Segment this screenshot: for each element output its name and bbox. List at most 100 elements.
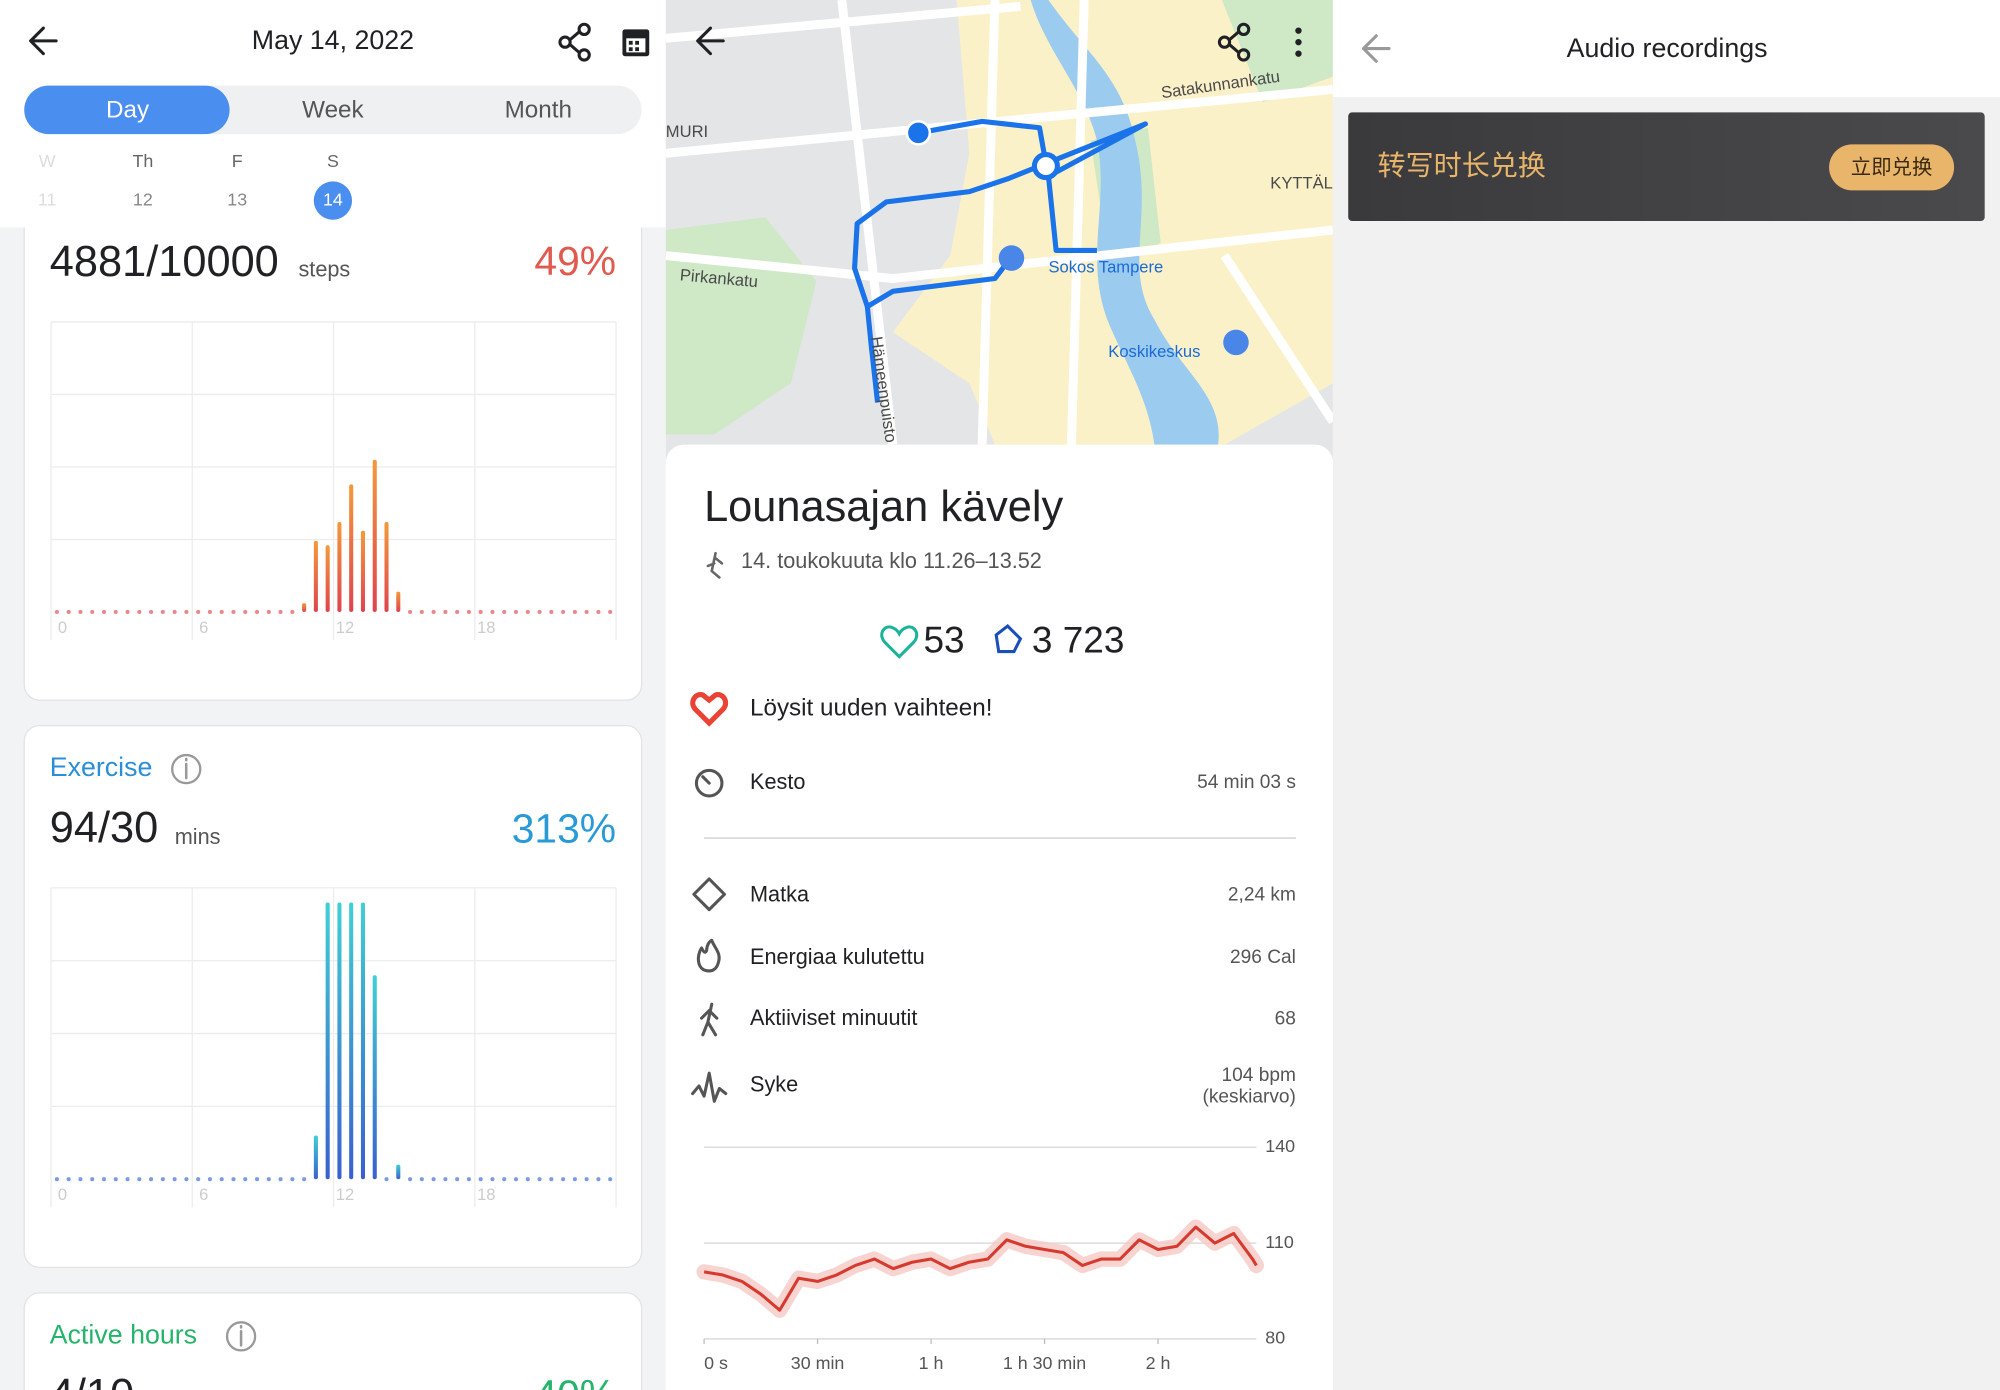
weekday: S <box>327 151 339 171</box>
zero-dot <box>101 1177 107 1182</box>
zero-dot <box>431 609 436 615</box>
recordings-title: Audio recordings <box>1567 33 1768 63</box>
zero-dot <box>54 1177 59 1182</box>
zero-dot <box>525 609 530 615</box>
banner-text: 转写时长兑换 <box>1378 150 1546 181</box>
active-title: Active hours <box>50 1319 197 1349</box>
share-button[interactable] <box>558 22 591 62</box>
back-button[interactable] <box>1361 34 1391 63</box>
zero-dot <box>549 609 554 615</box>
zero-dot <box>125 1177 130 1182</box>
zero-dot <box>160 1177 165 1182</box>
tab[interactable]: Month <box>505 97 572 124</box>
steps-icon <box>994 623 1023 654</box>
zero-dot <box>278 1177 283 1182</box>
zero-dot <box>513 1177 519 1182</box>
activity-subtitle: 14. toukokuuta klo 11.26–13.52 <box>741 548 1042 573</box>
map-label: KYTTÄL <box>1270 173 1333 192</box>
zero-dot <box>443 1177 448 1182</box>
weekday: W <box>39 151 56 171</box>
bar <box>325 545 330 612</box>
zero-dot <box>455 609 460 615</box>
zero-dot <box>78 1177 83 1182</box>
zero-dot <box>502 1177 507 1182</box>
exercise-count: 94/30 <box>50 804 159 852</box>
zero-dot <box>596 1177 601 1182</box>
zero-dot <box>196 609 201 615</box>
steps-percent: 49% <box>534 238 616 284</box>
zero-dot <box>419 1177 424 1182</box>
steps-count: 4881/10000 <box>50 238 279 286</box>
zero-dot <box>466 609 471 615</box>
energy-icon <box>696 938 721 973</box>
x-tick-label: 12 <box>336 1185 354 1204</box>
date[interactable]: 11 <box>38 189 57 209</box>
share-button[interactable] <box>1217 22 1251 62</box>
info-button[interactable] <box>225 1321 257 1352</box>
date[interactable]: 13 <box>227 189 247 209</box>
pulse-icon <box>691 1071 728 1103</box>
fit-logo <box>690 692 729 727</box>
zero-dot <box>101 609 107 615</box>
zero-dot <box>596 609 601 615</box>
zero-dot <box>78 609 83 615</box>
zero-dot <box>219 1177 224 1182</box>
recordings-header <box>1332 0 2000 98</box>
weekday: Th <box>132 151 153 171</box>
tab[interactable]: Week <box>302 97 364 124</box>
row-note: (keskiarvo) <box>1202 1086 1295 1107</box>
zero-dot <box>466 1177 471 1182</box>
x-tick-label: 0 s <box>704 1353 728 1373</box>
zero-dot <box>478 609 483 615</box>
info-button[interactable] <box>171 753 202 785</box>
zero-dot <box>137 609 142 615</box>
zero-dot <box>90 1177 95 1182</box>
row-label: Syke <box>750 1072 798 1097</box>
date[interactable]: 12 <box>133 189 153 209</box>
zero-dot <box>266 1177 271 1182</box>
heart-icon <box>880 625 919 659</box>
active-icon <box>700 1002 719 1037</box>
bar <box>313 1135 318 1180</box>
exercise-percent: 313% <box>512 805 616 851</box>
zero-dot <box>525 1177 530 1182</box>
redeem-button-bg[interactable] <box>1829 144 1955 191</box>
y-tick-label: 80 <box>1265 1328 1285 1348</box>
zero-dot <box>455 1177 460 1182</box>
back-button[interactable] <box>696 26 725 56</box>
x-tick-label: 6 <box>199 1185 208 1204</box>
x-tick-label: 6 <box>199 618 208 637</box>
redeem-button[interactable]: 立即兑换 <box>1851 156 1933 179</box>
zero-dot <box>196 1177 201 1182</box>
row-label: Aktiiviset minuutit <box>750 1005 917 1030</box>
tab-selected <box>24 85 230 135</box>
x-tick-label: 18 <box>477 1185 495 1204</box>
calendar-button[interactable] <box>622 29 650 57</box>
bar <box>337 522 342 612</box>
menu-button[interactable] <box>1295 27 1302 57</box>
zero-dot <box>561 609 566 615</box>
zero-dot <box>66 609 71 615</box>
date[interactable]: 14 <box>323 189 343 209</box>
exercise-unit: mins <box>175 824 221 849</box>
x-tick-label: 0 <box>58 1185 67 1204</box>
zero-dot <box>408 609 413 615</box>
bar <box>396 1164 401 1180</box>
timer-icon <box>694 768 724 798</box>
banner <box>1348 112 1985 222</box>
bar <box>384 522 389 612</box>
bar <box>360 530 366 612</box>
map[interactable] <box>665 0 1337 460</box>
bar <box>337 902 342 1180</box>
date-title: May 14, 2022 <box>252 25 414 55</box>
zero-dot <box>254 1177 260 1182</box>
zero-dot <box>584 1177 589 1182</box>
zero-dot <box>584 609 589 615</box>
zero-dot <box>207 609 212 615</box>
map-label: MURI <box>666 122 708 141</box>
steps-unit: steps <box>298 257 350 282</box>
back-button[interactable] <box>29 26 58 56</box>
zero-dot <box>490 609 495 615</box>
tab[interactable]: Day <box>106 97 150 124</box>
